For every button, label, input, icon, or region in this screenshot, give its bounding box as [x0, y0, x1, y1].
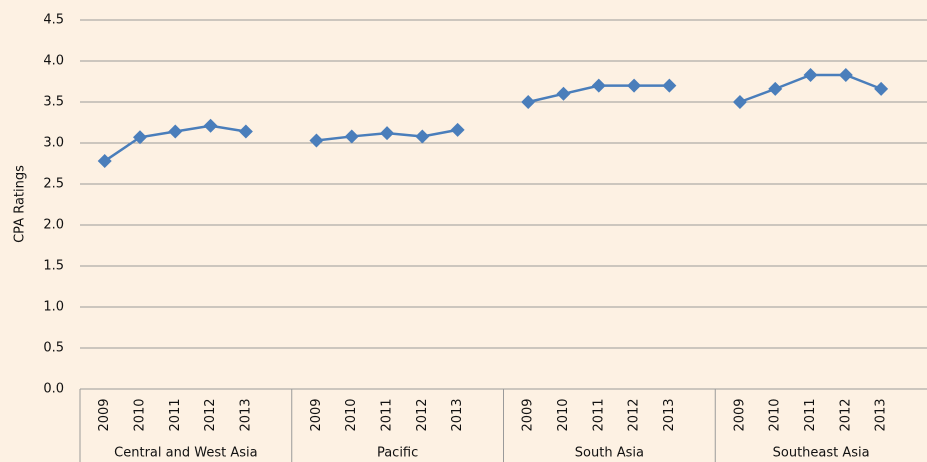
marker	[556, 86, 571, 101]
x-tick-label: 2011	[803, 398, 818, 431]
x-tick-label: 2012	[203, 398, 218, 431]
y-tick-label: 0.5	[43, 341, 64, 356]
marker	[415, 129, 430, 144]
x-tick-label: 2009	[521, 398, 536, 431]
x-tick-label: 2013	[662, 398, 677, 431]
x-tick-label: 2009	[97, 398, 112, 431]
x-tick-label: 2011	[168, 398, 183, 431]
x-tick-label: 2010	[556, 398, 571, 431]
marker	[203, 118, 218, 133]
y-tick-label: 1.0	[43, 300, 64, 315]
y-tick-label: 2.5	[43, 177, 64, 192]
y-tick-label: 3.0	[43, 136, 64, 151]
x-tick-label: 2010	[132, 398, 147, 431]
x-tick-label: 2009	[309, 398, 324, 431]
group-label: South Asia	[575, 446, 644, 461]
marker	[380, 126, 395, 141]
marker	[662, 78, 677, 93]
x-tick-label: 2013	[450, 398, 465, 431]
marker	[874, 81, 889, 96]
x-tick-label: 2011	[380, 398, 395, 431]
x-tick-label: 2012	[415, 398, 430, 431]
y-tick-label: 1.5	[43, 259, 64, 274]
marker	[309, 133, 324, 148]
group-label: Central and West Asia	[114, 446, 257, 461]
x-tick-label: 2010	[768, 398, 783, 431]
x-tick-label: 2009	[732, 398, 747, 431]
marker	[591, 78, 606, 93]
x-tick-label: 2013	[874, 398, 889, 431]
x-tick-label: 2012	[838, 398, 853, 431]
x-tick-label: 2013	[238, 398, 253, 431]
group-label: Pacific	[377, 446, 418, 461]
marker	[732, 95, 747, 109]
y-tick-label: 2.0	[43, 218, 64, 233]
y-tick-label: 3.5	[43, 95, 64, 110]
x-tick-label: 2011	[591, 398, 606, 431]
x-tick-label: 2010	[344, 398, 359, 431]
group-label: Southeast Asia	[773, 446, 870, 461]
y-tick-label: 0.0	[43, 382, 64, 397]
marker	[838, 67, 853, 82]
y-tick-label: 4.5	[43, 13, 64, 28]
marker	[803, 67, 818, 82]
marker	[344, 129, 359, 144]
marker	[238, 124, 253, 139]
marker	[450, 122, 465, 137]
marker	[521, 95, 536, 109]
marker	[97, 154, 112, 169]
marker	[132, 130, 147, 145]
y-tick-label: 4.0	[43, 54, 64, 69]
marker	[168, 124, 183, 139]
y-axis-label: CPA Ratings	[13, 165, 28, 243]
marker	[627, 78, 642, 93]
x-tick-label: 2012	[627, 398, 642, 431]
marker	[768, 81, 783, 96]
